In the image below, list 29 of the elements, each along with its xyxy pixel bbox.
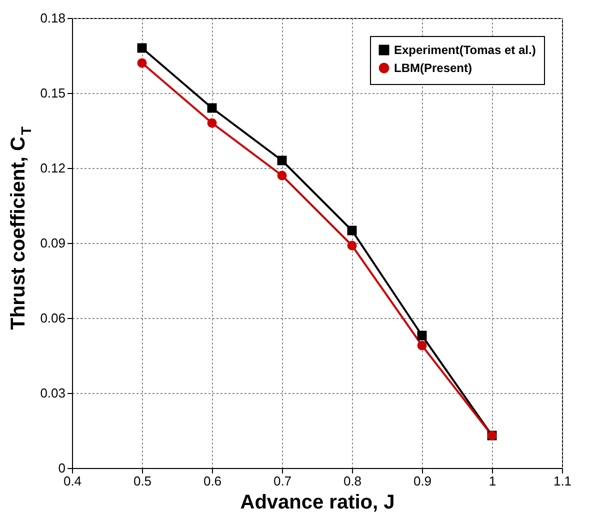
y-tick-label: 0.12 [40, 160, 66, 176]
y-tick-label: 0.15 [40, 86, 66, 100]
y-axis-title: Thrust coefficient, CT [8, 126, 34, 330]
x-tick-label: 0.9 [413, 474, 432, 488]
x-tick-label: 0.8 [343, 474, 362, 488]
x-axis-title: Advance ratio, J [240, 492, 395, 514]
y-tick-label: 0.03 [40, 386, 66, 400]
x-tick-label: 1 [488, 474, 496, 488]
y-tick-label: 0 [58, 460, 66, 476]
x-tick-label: 1.1 [553, 474, 572, 488]
x-tick-label: 0.5 [133, 474, 152, 488]
point [417, 330, 427, 340]
x-tick-label: 0.7 [273, 474, 292, 488]
legend-label: Experiment(Tomas et al.) [394, 43, 536, 57]
point [207, 118, 217, 128]
x-tick-label: 0.4 [63, 474, 82, 488]
point [137, 43, 147, 53]
point [137, 58, 147, 68]
point [277, 170, 287, 180]
point [277, 156, 287, 166]
y-tick-label: 0.09 [40, 236, 66, 250]
point [347, 240, 357, 250]
x-tick-label: 0.6 [203, 474, 222, 488]
point [347, 226, 357, 236]
point [207, 103, 217, 113]
legend-label: LBM(Present) [394, 61, 472, 75]
y-tick-label: 0.06 [40, 310, 66, 326]
point [417, 340, 427, 350]
y-tick-label: 0.18 [40, 10, 66, 26]
